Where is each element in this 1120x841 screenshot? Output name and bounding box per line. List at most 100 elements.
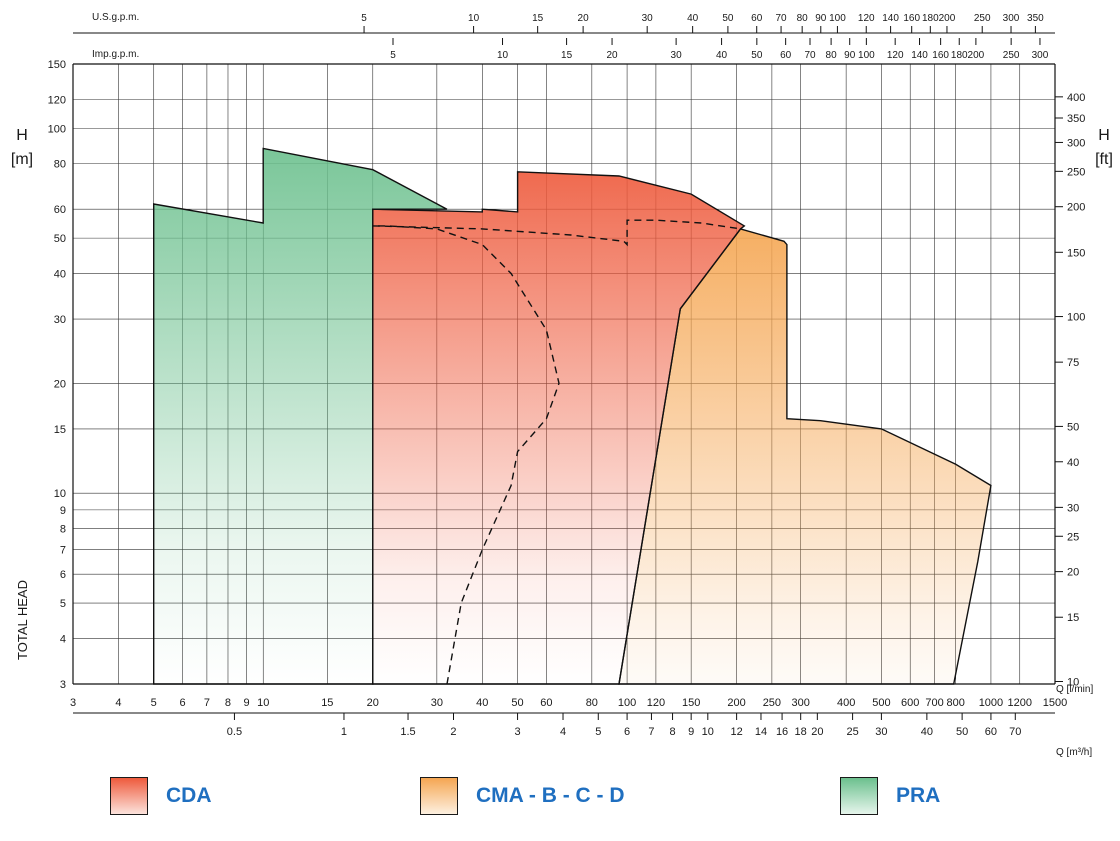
y-tick-label: 40	[54, 268, 66, 280]
top1-tick-label: 90	[815, 13, 827, 24]
top1-tick-label: 350	[1027, 13, 1044, 24]
y-right-tick-label: 100	[1067, 312, 1085, 324]
top1-tick-label: 180	[922, 13, 939, 24]
x-tick-label: 6	[179, 697, 185, 709]
top1-tick-label: 70	[776, 13, 788, 24]
top1-tick-label: 100	[829, 13, 846, 24]
x-tick-label: 250	[763, 697, 781, 709]
x-tick-label: 5	[151, 697, 157, 709]
y-tick-label: 5	[60, 598, 66, 610]
y-tick-label: 8	[60, 524, 66, 536]
top2-tick-label: 40	[716, 50, 728, 61]
top1-tick-label: 250	[974, 13, 991, 24]
top2-tick-label: 120	[887, 50, 904, 61]
top1-tick-label: 300	[1003, 13, 1020, 24]
top1-tick-label: 160	[903, 13, 920, 24]
top1-tick-label: 10	[468, 13, 480, 24]
top1-tick-label: 5	[361, 13, 367, 24]
x2-tick-label: 9	[688, 726, 694, 738]
y-tick-label: 60	[54, 204, 66, 216]
areas	[153, 147, 992, 685]
x-tick-label: 60	[540, 697, 552, 709]
x2-tick-label: 1.5	[400, 726, 415, 738]
top2-tick-label: 200	[968, 50, 985, 61]
top2-tick-label: 140	[911, 50, 928, 61]
top1-tick-label: 200	[939, 13, 956, 24]
x2-tick-label: 70	[1009, 726, 1021, 738]
y-tick-label: 120	[48, 94, 66, 106]
top2-tick-label: 50	[751, 50, 763, 61]
top2-tick-label: 30	[671, 50, 683, 61]
legend-item-pra: PRA	[840, 775, 940, 817]
legend-label-cma: CMA - B - C - D	[476, 784, 625, 807]
x-tick-label: 4	[115, 697, 121, 709]
y-tick-label: 9	[60, 505, 66, 517]
x-tick-label: 120	[647, 697, 665, 709]
x2-tick-label: 0.5	[227, 726, 242, 738]
legend-item-cda: CDA	[110, 775, 212, 817]
pra-swatch	[840, 777, 878, 815]
x2-tick-label: 6	[624, 726, 630, 738]
top2-tick-label: 80	[826, 50, 838, 61]
y-tick-label: 15	[54, 424, 66, 436]
top2-tick-label: 180	[951, 50, 968, 61]
x2-tick-label: 10	[702, 726, 714, 738]
y-tick-label: 7	[60, 545, 66, 557]
top2-tick-label: 60	[780, 50, 792, 61]
axis-labels: H [m] H [ft] TOTAL HEAD Q [l/min] Q [m³/…	[11, 12, 1113, 758]
y-right-tick-label: 10	[1067, 676, 1079, 688]
y-tick-label: 30	[54, 314, 66, 326]
x-tick-label: 500	[872, 697, 890, 709]
y-right-tick-label: 400	[1067, 92, 1085, 104]
top1-tick-label: 80	[797, 13, 809, 24]
pump-performance-chart: 3456789101520304050608010012015010152025…	[11, 12, 1113, 758]
y-right-tick-label: 350	[1067, 113, 1085, 125]
legend-label-pra: PRA	[896, 784, 941, 807]
y-axis-title: H	[16, 127, 28, 144]
top1-tick-label: 140	[882, 13, 899, 24]
y-right-tick-label: 300	[1067, 137, 1085, 149]
x-axis-title: Q [l/min]	[1056, 684, 1093, 695]
y-tick-label: 80	[54, 159, 66, 171]
y-tick-label: 100	[48, 123, 66, 135]
y-tick-label: 6	[60, 569, 66, 581]
top2-tick-label: 5	[390, 50, 396, 61]
top1-tick-label: 120	[858, 13, 875, 24]
top2-tick-label: 250	[1003, 50, 1020, 61]
top1-tick-label: 50	[722, 13, 734, 24]
y-tick-label: 150	[48, 59, 66, 71]
top2-tick-label: 20	[606, 50, 618, 61]
top2-tick-label: 300	[1032, 50, 1049, 61]
x2-tick-label: 40	[921, 726, 933, 738]
x-tick-label: 300	[792, 697, 810, 709]
top2-tick-label: 160	[932, 50, 949, 61]
legend-item-cma: CMA - B - C - D	[420, 775, 625, 817]
y-axis-side-title: TOTAL HEAD	[15, 580, 30, 660]
y-axis-right-unit: [ft]	[1095, 151, 1113, 168]
dashed-curve	[372, 225, 560, 685]
top2-tick-label: 100	[858, 50, 875, 61]
x2-tick-label: 3	[514, 726, 520, 738]
x-tick-label: 8	[225, 697, 231, 709]
x-tick-label: 40	[476, 697, 488, 709]
y-right-tick-label: 25	[1067, 531, 1079, 543]
y-right-tick-label: 250	[1067, 166, 1085, 178]
y-right-tick-label: 30	[1067, 502, 1079, 514]
x-tick-label: 700	[925, 697, 943, 709]
x2-axis-title: Q [m³/h]	[1056, 747, 1092, 758]
x2-tick-label: 16	[776, 726, 788, 738]
x2-tick-label: 1	[341, 726, 347, 738]
x-tick-label: 9	[244, 697, 250, 709]
x2-tick-label: 30	[875, 726, 887, 738]
top1-tick-label: 20	[578, 13, 590, 24]
y-right-tick-label: 20	[1067, 567, 1079, 579]
top2-tick-label: 90	[844, 50, 856, 61]
x-tick-label: 400	[837, 697, 855, 709]
x-tick-label: 3	[70, 697, 76, 709]
y-tick-label: 50	[54, 233, 66, 245]
x2-tick-label: 20	[811, 726, 823, 738]
x-tick-label: 800	[946, 697, 964, 709]
top2-axis-title: Imp.g.p.m.	[92, 49, 139, 60]
legend-label-cda: CDA	[166, 784, 212, 807]
y-right-tick-label: 15	[1067, 612, 1079, 624]
